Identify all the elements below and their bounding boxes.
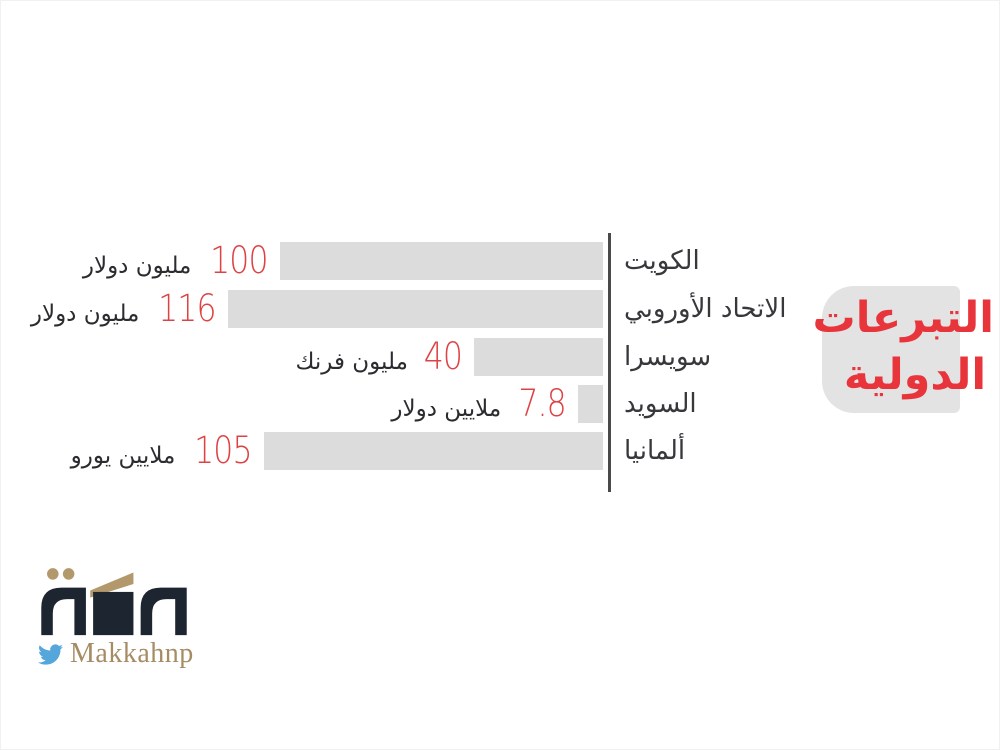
bar: [474, 338, 603, 376]
chart-title-line1: التبرعات: [812, 293, 994, 343]
value-label: 7.8 ملايين دولار: [391, 381, 566, 427]
chart-row: 116 مليون دولار الاتحاد الأوروبي: [0, 287, 1000, 330]
value-label: 40 مليون فرنك: [295, 334, 462, 380]
makkah-logo: Makkahnp: [35, 566, 235, 669]
value-number: 100: [210, 239, 269, 282]
value-number: 7.8: [518, 382, 567, 425]
country-label: الكويت: [624, 246, 700, 276]
value-unit: مليون دولار: [30, 301, 140, 327]
country-label: السويد: [624, 389, 697, 419]
country-label: سويسرا: [624, 342, 712, 372]
value-number: 105: [194, 429, 253, 472]
twitter-handle: Makkahnp: [70, 638, 194, 669]
value-number: 40: [423, 335, 463, 378]
bar: [264, 432, 603, 470]
bar: [280, 242, 603, 280]
bar: [578, 385, 603, 423]
value-unit: ملايين دولار: [391, 396, 502, 422]
title-box: [822, 286, 960, 413]
value-unit: مليون دولار: [82, 253, 192, 279]
chart-row: 105 ملايين يورو ألمانيا: [0, 429, 1000, 472]
value-label: 105 ملايين يورو: [71, 428, 253, 474]
value-label: 116 مليون دولار: [31, 286, 217, 332]
value-label: 100 مليون دولار: [83, 238, 269, 284]
chart-title: التبرعات الدولية: [812, 290, 994, 404]
chart-row: 7.8 ملايين دولار السويد: [0, 382, 1000, 425]
bar: [228, 290, 603, 328]
twitter-line: Makkahnp: [38, 638, 194, 670]
country-label: ألمانيا: [624, 436, 686, 466]
value-unit: مليون فرنك: [295, 349, 408, 375]
value-unit: ملايين يورو: [70, 443, 176, 469]
twitter-icon: [38, 643, 63, 665]
chart-row: 40 مليون فرنك سويسرا: [0, 335, 1000, 378]
value-number: 116: [158, 287, 217, 330]
axis-line: [608, 233, 611, 492]
country-label: الاتحاد الأوروبي: [624, 294, 787, 324]
chart-row: 100 مليون دولار الكويت: [0, 239, 1000, 282]
chart-title-line2: الدولية: [843, 350, 987, 400]
makkah-logo-icon: [41, 568, 187, 636]
